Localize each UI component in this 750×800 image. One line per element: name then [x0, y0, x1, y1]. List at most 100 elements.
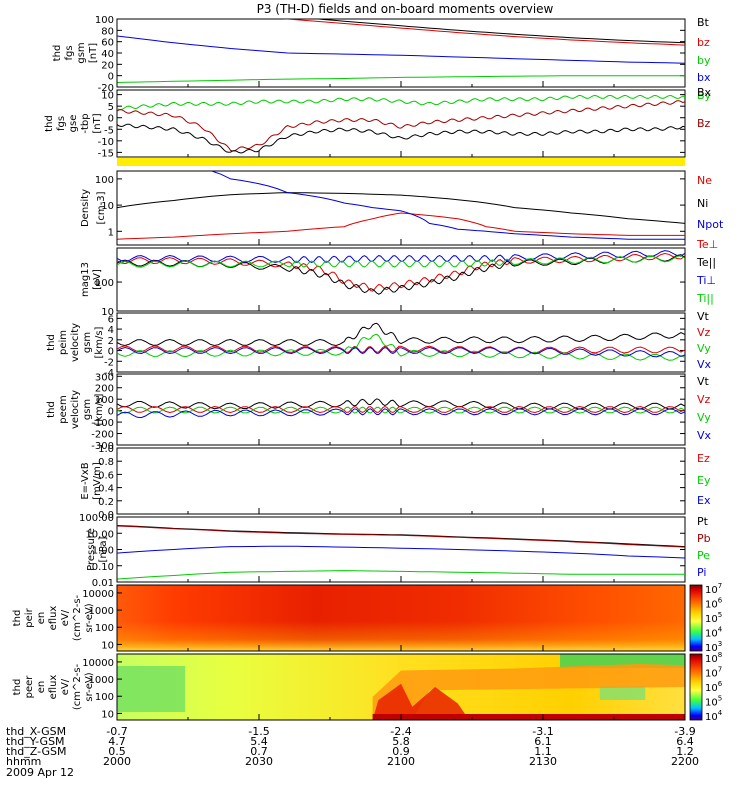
x-row-value: 5.8 — [392, 735, 410, 748]
legend-label-Pe: Pe — [697, 549, 710, 562]
series-line-Vy — [117, 333, 685, 361]
y-tick-label: 1000 — [89, 606, 114, 617]
legend-label-Vx: Vx — [697, 429, 712, 442]
panel-density: 100 10 1 Ne Ni Npot Density [cm-3] — [80, 170, 724, 246]
y-tick-label: 0.2 — [98, 497, 114, 508]
colorbar-tick-label: 105 — [705, 611, 722, 625]
y-tick-label: 2 — [108, 336, 114, 347]
x-row-label: thd_Z-GSM — [6, 745, 66, 758]
y-tick-label: 0 — [108, 114, 114, 125]
panel-mom_temp: 100 10 Te⊥ Te|| Ti⊥ Ti|| mag13 [eV] — [80, 238, 718, 318]
y-axis-label: eV/ — [60, 678, 71, 695]
y-axis-label: [cm-3] — [96, 191, 107, 224]
y-tick-label: 5 — [108, 102, 114, 113]
x-row-value: 0.9 — [392, 745, 410, 758]
panel-frame — [116, 170, 686, 246]
legend-label-By: By — [697, 89, 712, 102]
y-tick-label: 10000 — [82, 589, 114, 600]
x-row-value: 2000 — [103, 755, 131, 768]
y-axis-label: thd — [46, 334, 57, 351]
x-axis-annotation: thd_X-GSM -0.7 -1.5 -2.4 -3.1 -3.9 thd_Y-GSM 4.… — [6, 725, 699, 779]
colorbar — [689, 584, 703, 652]
y-tick-label: -100 — [91, 418, 114, 429]
colorbar-tick-label: 106 — [705, 597, 723, 611]
y-tick-label: 6 — [108, 314, 114, 325]
x-row-label: thd_X-GSM — [6, 725, 66, 738]
legend-label-Ez: Ez — [697, 452, 710, 465]
y-tick-label: 40 — [101, 49, 114, 60]
y-axis-label: mag13 — [80, 262, 91, 297]
series-line-by — [117, 75, 685, 83]
y-axis-label: thd — [12, 610, 23, 627]
y-axis-label: en — [36, 681, 47, 694]
series-line-Pi — [117, 545, 685, 559]
y-axis-label: [km/s] — [94, 326, 105, 358]
series-line-Vz — [117, 345, 685, 354]
y-tick-label: 60 — [101, 38, 114, 49]
y-axis-label: peim — [58, 330, 69, 355]
colorbar-tick-label: 107 — [705, 582, 722, 596]
y-tick-label: 10 — [101, 640, 114, 651]
y-axis-label: sr-eV) — [84, 672, 95, 701]
y-tick-label: 0 — [108, 407, 114, 418]
y-tick-label: 100 — [95, 395, 114, 406]
y-axis-label: eflux — [48, 606, 59, 631]
y-tick-label: -4 — [104, 368, 114, 379]
legend-label-Vz: Vz — [697, 326, 711, 339]
legend-label-Npot: Npot — [697, 218, 724, 231]
series-line-Te|| — [117, 254, 685, 295]
x-row-value: -3.9 — [674, 725, 695, 738]
y-axis-label: E=-VxB — [80, 462, 91, 499]
legend-label-Pb: Pb — [697, 532, 711, 545]
status-bar — [117, 158, 685, 166]
x-row-value: -3.1 — [532, 725, 553, 738]
x-row-value: 2200 — [671, 755, 699, 768]
legend-label-Bt: Bt — [697, 16, 710, 29]
y-axis-label: -tbp — [80, 113, 91, 133]
y-axis-label: velocity — [70, 390, 81, 429]
legend-label-Pt: Pt — [697, 515, 709, 528]
legend-label-Vx: Vx — [697, 358, 712, 371]
y-tick-label: -20 — [98, 83, 114, 94]
y-axis-label: [km/s] — [94, 393, 105, 425]
panel-frame — [116, 18, 686, 88]
y-axis-label: peer — [24, 675, 35, 699]
series-line-Npot — [209, 171, 685, 240]
series-line-Ni — [117, 192, 685, 224]
series-line-Ti|| — [117, 255, 685, 268]
y-axis-label: (cm^2-s- — [72, 594, 83, 641]
y-axis-label: thd — [12, 679, 23, 696]
series-line-By — [117, 94, 685, 111]
y-tick-label: -5 — [104, 125, 114, 136]
legend-label-bx: bx — [697, 71, 711, 84]
y-tick-label: 1000 — [89, 675, 114, 686]
series-group — [117, 94, 685, 154]
series-line-Bx — [117, 123, 685, 154]
spectrogram-warm-region — [372, 663, 685, 720]
legend-label-Ti||: Ti|| — [696, 292, 714, 305]
y-tick-label: 0.10 — [92, 562, 114, 573]
y-axis-label: [nT] — [92, 113, 103, 133]
y-axis-label: fgs — [64, 45, 75, 60]
y-tick-label: 0 — [108, 72, 114, 83]
colorbar-tick-label: 107 — [705, 666, 722, 680]
y-tick-label: 100 — [95, 692, 114, 703]
y-axis-label: eV/ — [60, 609, 71, 626]
figure-title: P3 (TH-D) fields and on-board moments ov… — [257, 2, 554, 16]
y-tick-label: 0 — [108, 347, 114, 358]
series-line-Pe — [117, 570, 685, 580]
series-line-Vx — [117, 408, 685, 419]
panel-frame — [116, 373, 686, 446]
colorbar — [689, 653, 703, 721]
y-tick-label: 4 — [108, 325, 114, 336]
y-tick-label: -300 — [91, 441, 114, 452]
legend-label-Pi: Pi — [697, 566, 706, 579]
x-row-value: 2030 — [245, 755, 273, 768]
y-axis-label: thd — [44, 115, 55, 132]
series-line-bx — [117, 35, 685, 64]
series-group — [117, 322, 685, 361]
x-row-value: 2130 — [529, 755, 557, 768]
